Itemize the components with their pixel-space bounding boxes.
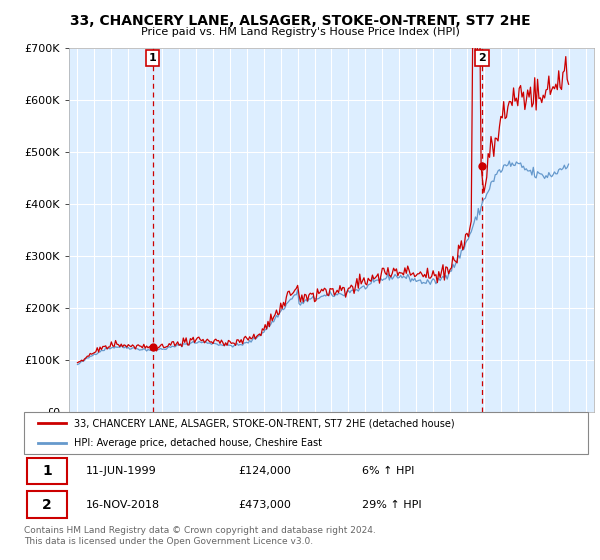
Text: 2: 2 (42, 498, 52, 512)
Text: 16-NOV-2018: 16-NOV-2018 (86, 500, 160, 510)
Text: Price paid vs. HM Land Registry's House Price Index (HPI): Price paid vs. HM Land Registry's House … (140, 27, 460, 37)
Text: 1: 1 (149, 53, 157, 63)
Text: 2: 2 (478, 53, 486, 63)
Text: 33, CHANCERY LANE, ALSAGER, STOKE-ON-TRENT, ST7 2HE: 33, CHANCERY LANE, ALSAGER, STOKE-ON-TRE… (70, 14, 530, 28)
Bar (27, 492, 67, 518)
Text: 11-JUN-1999: 11-JUN-1999 (86, 466, 157, 476)
Text: 33, CHANCERY LANE, ALSAGER, STOKE-ON-TRENT, ST7 2HE (detached house): 33, CHANCERY LANE, ALSAGER, STOKE-ON-TRE… (74, 418, 454, 428)
Text: Contains HM Land Registry data © Crown copyright and database right 2024.
This d: Contains HM Land Registry data © Crown c… (24, 526, 376, 546)
Text: 29% ↑ HPI: 29% ↑ HPI (362, 500, 422, 510)
Text: 6% ↑ HPI: 6% ↑ HPI (362, 466, 415, 476)
Text: £124,000: £124,000 (238, 466, 291, 476)
Text: £473,000: £473,000 (238, 500, 291, 510)
Text: HPI: Average price, detached house, Cheshire East: HPI: Average price, detached house, Ches… (74, 438, 322, 448)
Bar (27, 458, 67, 484)
Text: 1: 1 (42, 464, 52, 478)
